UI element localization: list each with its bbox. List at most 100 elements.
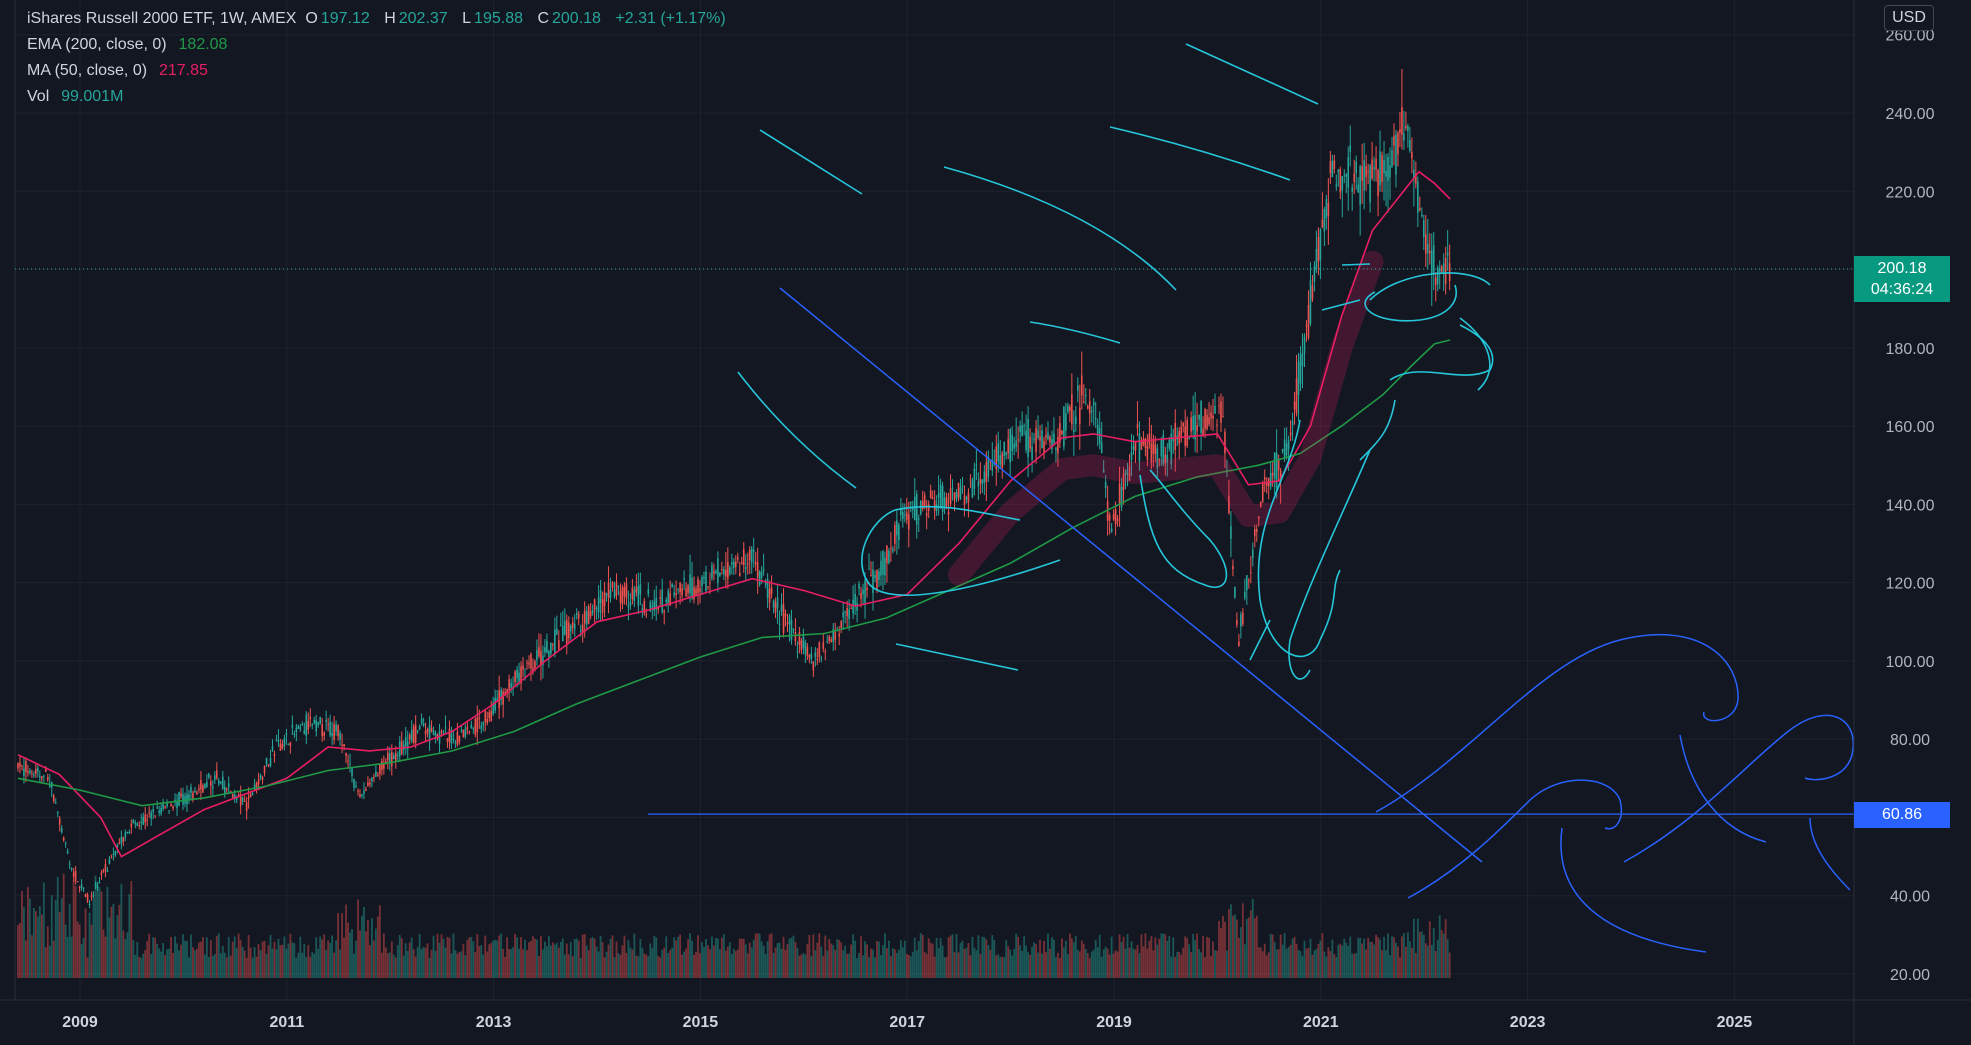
drawing-wave-5[interactable] — [1679, 734, 1851, 891]
volume-bar — [605, 951, 608, 978]
volume-bar — [1180, 954, 1183, 978]
candle-body — [508, 679, 510, 690]
candle-body — [134, 822, 137, 825]
volume-bar — [243, 950, 246, 978]
ema-line[interactable] — [17, 339, 1451, 807]
drawing-curve-3[interactable] — [1257, 419, 1341, 658]
drawing-wave-3[interactable] — [1560, 827, 1707, 953]
volume-bar — [190, 934, 192, 978]
volume-bar — [1208, 937, 1210, 978]
candle-body — [613, 590, 616, 598]
drawing-curve-4[interactable] — [1288, 399, 1396, 680]
volume-bar — [72, 880, 75, 978]
ma-line[interactable] — [17, 170, 1451, 858]
drawing-curve-2[interactable] — [1139, 469, 1228, 588]
volume-bar — [172, 953, 174, 978]
volume-bar — [878, 941, 880, 978]
volume-bar — [154, 937, 157, 978]
volume-bar — [353, 953, 355, 978]
volume-bar — [1182, 947, 1185, 978]
volume-bar — [281, 944, 284, 978]
candle-body — [128, 831, 131, 833]
drawing-wave-4[interactable] — [1623, 714, 1854, 863]
volume-bar — [1200, 952, 1202, 978]
candle-body — [227, 783, 230, 787]
drawing-hook[interactable] — [1459, 317, 1491, 391]
candle-body — [661, 589, 664, 613]
drawing-swoop[interactable] — [1249, 619, 1271, 661]
ohlc-open-value: 197.12 — [320, 10, 370, 27]
candle-body — [301, 723, 304, 725]
volume-bar — [746, 953, 749, 978]
y-tick-label: 180.00 — [1886, 341, 1935, 358]
volume-bar — [257, 944, 260, 978]
drawing-circle[interactable] — [1364, 272, 1491, 322]
volume-bar — [941, 945, 944, 978]
volume-bar — [128, 894, 131, 978]
drawing-sketch[interactable] — [737, 43, 1319, 671]
candle-body — [21, 765, 23, 767]
volume-bar — [1017, 936, 1020, 978]
indicator-vol[interactable]: Vol 99.001M — [27, 84, 726, 110]
volume-bar — [213, 954, 216, 978]
volume-bar — [430, 949, 433, 978]
drawing-wave-2[interactable] — [1407, 779, 1622, 899]
indicator-ma[interactable]: MA (50, close, 0) 217.85 — [27, 58, 726, 84]
candle-body — [544, 647, 546, 653]
drawing-wave-1[interactable] — [1375, 634, 1739, 813]
volume-bar — [649, 943, 652, 978]
candle-body — [343, 744, 345, 747]
volume-bar — [718, 949, 721, 978]
volume-bar — [1031, 946, 1033, 978]
volume-bar — [162, 942, 165, 978]
indicator-ema[interactable]: EMA (200, close, 0) 182.08 — [27, 32, 726, 58]
volume-bar — [830, 943, 833, 978]
volume-bar — [488, 944, 491, 978]
volume-bar — [1410, 947, 1413, 978]
candle-body — [486, 718, 489, 724]
candle-body — [261, 777, 264, 780]
candle-body — [997, 443, 1000, 462]
candle-body — [772, 600, 775, 608]
drawing-small-lines[interactable] — [1321, 263, 1371, 311]
currency-button[interactable]: USD — [1884, 5, 1934, 31]
volume-bar — [408, 942, 411, 978]
candle-body — [1065, 413, 1067, 431]
volume-bar — [1251, 898, 1254, 978]
candle-body — [701, 577, 703, 587]
volume-bar — [545, 946, 548, 978]
volume-bar — [1082, 943, 1085, 978]
volume-bar — [1003, 957, 1006, 978]
drawing-trendline[interactable] — [779, 287, 1483, 863]
user-drawings[interactable] — [648, 43, 1854, 953]
volume-bar — [840, 942, 843, 978]
candle-body — [597, 597, 600, 613]
volume-bar — [231, 941, 234, 978]
candle-body — [253, 784, 256, 790]
drawing-ellipse-1[interactable] — [861, 505, 1061, 596]
candle-body — [550, 642, 552, 654]
volume-bar — [947, 937, 950, 978]
candle-body — [862, 589, 864, 595]
candle-body — [1017, 439, 1019, 441]
volume-bar — [1281, 944, 1284, 978]
volume-bar — [249, 947, 252, 978]
volume-bar — [297, 952, 300, 978]
candle-body — [1108, 514, 1111, 521]
volume-bar — [901, 947, 904, 978]
volume-bar — [716, 938, 719, 978]
candle-body — [41, 776, 43, 779]
symbol-title[interactable]: iShares Russell 2000 ETF, 1W, AMEX — [27, 10, 297, 27]
volume-bar — [1325, 956, 1328, 978]
candle-body — [432, 730, 435, 735]
volume-bar — [470, 936, 473, 978]
volume-bar — [1070, 938, 1073, 978]
candle-body — [548, 650, 550, 658]
candle-body — [567, 622, 570, 638]
candle-body — [1166, 454, 1169, 463]
volume-bar — [42, 882, 45, 978]
candle-body — [335, 724, 337, 732]
volume-bar — [868, 957, 870, 978]
candle-body — [19, 762, 21, 767]
